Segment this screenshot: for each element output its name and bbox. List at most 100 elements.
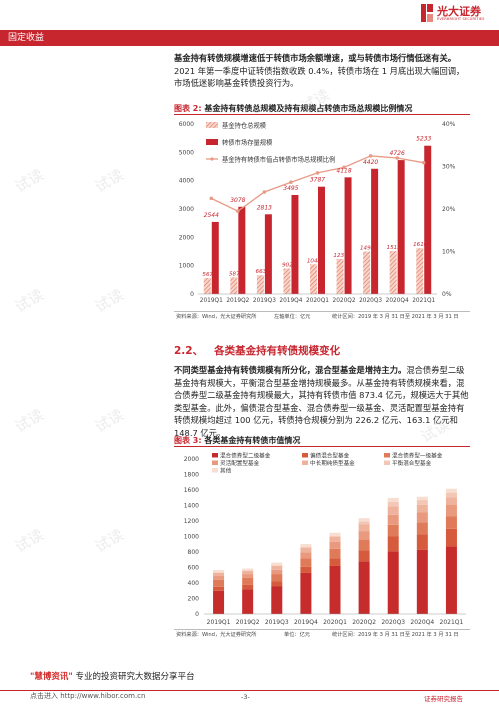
data-label-fund-holding: 587 xyxy=(229,271,240,277)
legend-swatch xyxy=(302,460,308,465)
y-left-tick-label: 1000 xyxy=(179,263,194,270)
stacked-segment xyxy=(358,539,370,551)
body-text: 混合债券型二级基金持有规模大，平衡混合型基金增持规模最多。从基金持有转债规模来看… xyxy=(174,365,469,438)
y-left-tick-label: 2000 xyxy=(179,234,194,241)
y-tick-label: 2000 xyxy=(184,456,199,463)
legend-label: 混合债券型二级基金 xyxy=(220,452,271,460)
line-point-ratio xyxy=(236,209,240,213)
stacked-segment xyxy=(271,565,283,566)
stacked-segment xyxy=(300,558,312,567)
stacked-segment xyxy=(416,512,428,523)
data-label-fund-holding: 663 xyxy=(256,269,267,275)
stacked-segment xyxy=(358,550,370,562)
footer-site-link[interactable]: 点击进入 http://www.hibor.com.cn xyxy=(30,692,146,700)
line-point-ratio xyxy=(368,154,373,158)
watermark: 试读 xyxy=(11,405,47,437)
bar-market-size xyxy=(238,206,246,294)
footer-platform: "慧博资讯" 专业的投资研究大数据分享平台 xyxy=(30,670,195,682)
figure3-chart: 0 200 400 600 800 1000 1200 1400 1600 1800 2000 201… xyxy=(184,452,466,626)
bar-market-size xyxy=(211,221,219,294)
stacked-segment xyxy=(271,562,283,566)
x-tick-label: 2019Q3 xyxy=(253,298,276,304)
stacked-segment xyxy=(387,514,399,525)
figure2-title-text: 基金持有转债总规模及持有规模占转债市场总规模比例情况 xyxy=(204,104,413,113)
data-label-fund-holding: 1048 xyxy=(307,258,322,264)
data-label-market-size: 4726 xyxy=(390,150,405,157)
x-tick-label: 2019Q4 xyxy=(279,298,302,304)
figure2-label: 图表 2: xyxy=(174,104,202,113)
bar-fund-holding xyxy=(283,268,291,294)
figure2-title: 图表 2: 基金持有转债总规模及持有规模占转债市场总规模比例情况 xyxy=(174,103,412,114)
stacked-segment xyxy=(445,516,457,529)
stacked-segment xyxy=(271,565,283,570)
x-tick-label: 2020Q4 xyxy=(410,619,434,626)
data-label-market-size: 4118 xyxy=(336,167,351,174)
legend-label: 平衡混合型基金 xyxy=(392,459,432,467)
x-tick-label: 2019Q4 xyxy=(294,619,318,626)
data-label-fund-holding: 902 xyxy=(282,262,293,268)
legend-swatch xyxy=(212,468,218,473)
stacked-segment xyxy=(387,551,399,614)
bar-fund-holding xyxy=(389,251,397,294)
stacked-segment xyxy=(387,536,399,552)
figure3-top-rule xyxy=(174,446,470,447)
figure3-title: 图表 3: 各类基金持有转债市值情况 xyxy=(174,435,300,446)
line-point-ratio xyxy=(289,180,293,185)
bar-market-size xyxy=(291,194,299,294)
stacked-segment xyxy=(271,574,283,582)
x-tick-label: 2021Q1 xyxy=(412,298,435,304)
bar-market-size xyxy=(318,186,325,294)
legend-swatch xyxy=(384,453,390,458)
legend-label: 灵活配置型基金 xyxy=(220,459,260,467)
y-tick-label: 1800 xyxy=(184,472,199,479)
section-heading: 2.2、 各类基金持有转债规模变化 xyxy=(174,343,340,358)
legend-label: 基金持有转债市值占转债市场总规模比例 xyxy=(222,155,335,164)
y-left-tick-label: 0 xyxy=(190,291,194,298)
figure2-chart: 0 1000 2000 3000 4000 5000 6000 0% 10% 20% 30% 40% 2… xyxy=(179,121,456,305)
stacked-segment xyxy=(213,586,225,591)
x-tick-label: 2020Q2 xyxy=(352,619,376,626)
figure3-source: 资料来源：Wind，光大证券研究所 xyxy=(176,632,257,638)
stacked-segment xyxy=(329,565,341,614)
stacked-segment xyxy=(416,522,428,535)
bar-fund-holding xyxy=(230,277,238,294)
line-point-ratio xyxy=(421,160,426,165)
intro-lead: 基金持有转债规模增速低于转债市场余额增速，或与转债市场行情低迷有关。 xyxy=(174,53,457,63)
x-tick-label: 2019Q2 xyxy=(226,298,249,304)
legend-swatch-fund-holding xyxy=(206,122,218,128)
line-point-ratio xyxy=(395,156,399,160)
stacked-segment xyxy=(445,497,457,505)
bar-fund-holding xyxy=(203,277,211,294)
bar-fund-holding xyxy=(416,248,424,294)
y-tick-label: 200 xyxy=(188,596,200,603)
stacked-segment xyxy=(358,518,370,522)
stacked-segment xyxy=(387,506,399,515)
stacked-segment xyxy=(329,558,341,566)
stacked-segment xyxy=(271,569,283,575)
watermark: 试读 xyxy=(91,405,127,437)
stacked-segment xyxy=(445,546,457,614)
data-label-market-size: 3787 xyxy=(310,177,325,184)
legend-label: 偏债混合型基金 xyxy=(310,452,350,460)
y-left-tick-label: 3000 xyxy=(179,206,194,213)
data-label-market-size: 3078 xyxy=(230,197,245,204)
line-point-ratio xyxy=(315,171,320,175)
figure3-bottom-rule xyxy=(174,629,470,630)
stacked-segment xyxy=(300,566,312,573)
stacked-segment xyxy=(329,548,341,559)
stacked-segment xyxy=(358,561,370,614)
stacked-segment xyxy=(329,541,341,549)
stacked-segment xyxy=(300,552,312,559)
header-band xyxy=(0,30,499,46)
x-tick-label: 2019Q2 xyxy=(236,619,260,626)
figure2-top-rule xyxy=(174,114,470,115)
line-point-ratio xyxy=(262,190,267,194)
stacked-segment xyxy=(300,544,312,547)
figure2-bottom-rule xyxy=(174,311,470,312)
stacked-segment xyxy=(213,579,225,587)
y-right-tick-label: 40% xyxy=(442,121,456,128)
x-tick-label: 2020Q1 xyxy=(306,298,329,304)
stacked-segment xyxy=(213,572,225,577)
legend-swatch xyxy=(212,453,218,458)
legend-swatch-market-size xyxy=(206,139,218,145)
